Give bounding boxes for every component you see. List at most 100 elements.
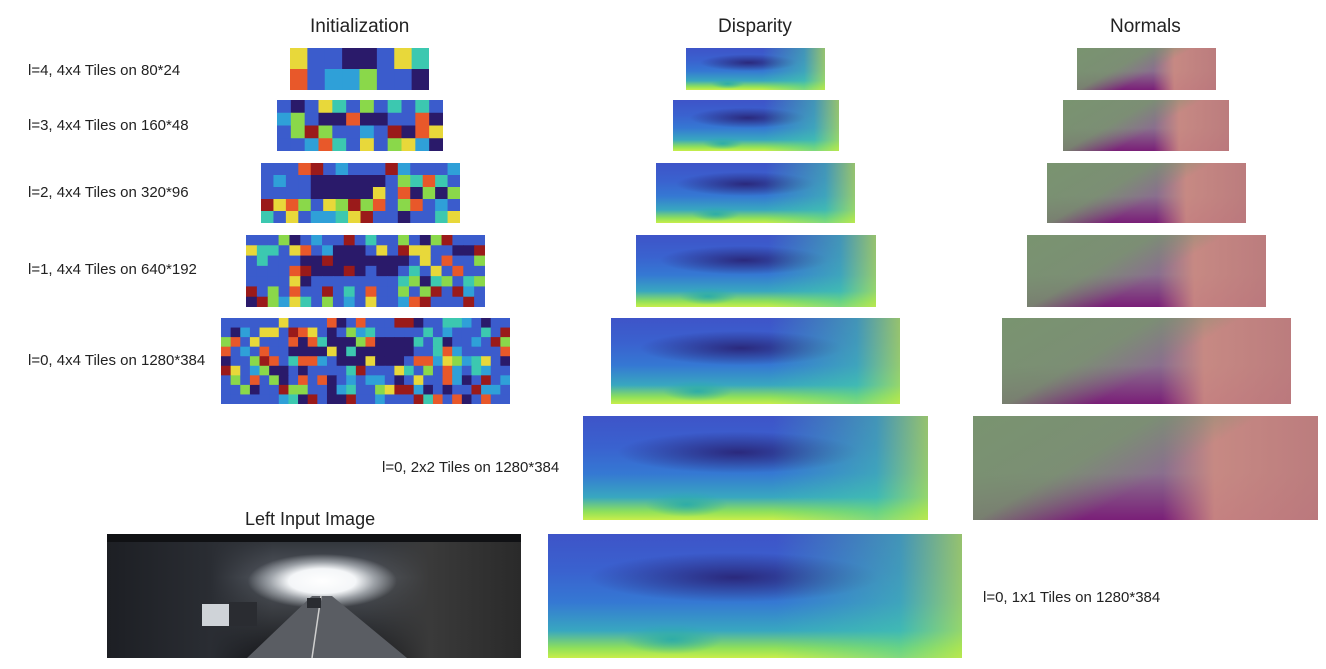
noise-cell: [365, 255, 377, 267]
noise-cell: [298, 375, 309, 386]
noise-cell: [221, 384, 232, 396]
noise-cell: [230, 327, 241, 338]
normals-2x2-tiles: [973, 416, 1318, 520]
noise-cell: [461, 356, 473, 367]
noise-cell: [278, 375, 290, 386]
noise-cell: [259, 394, 270, 404]
noise-cell: [323, 211, 337, 223]
noise-cell: [342, 69, 361, 90]
noise-cell: [289, 255, 301, 267]
noise-cell: [413, 365, 424, 376]
noise-cell: [398, 245, 410, 257]
disparity-level-3: [673, 100, 839, 151]
noise-cell: [300, 296, 312, 307]
noise-cell: [278, 318, 290, 329]
noise-cell: [259, 356, 270, 367]
noise-cell: [278, 296, 291, 307]
noise-cell: [373, 138, 389, 151]
noise-cell: [259, 327, 270, 338]
input-image-scene: [107, 534, 521, 658]
noise-cell: [277, 112, 292, 127]
noise-cell: [375, 337, 386, 348]
noise-cell: [429, 125, 443, 139]
noise-cell: [348, 211, 362, 223]
row-label-level-2: l=2, 4x4 Tiles on 320*96: [28, 184, 189, 201]
noise-cell: [332, 255, 345, 267]
noise-cell: [310, 163, 324, 176]
noise-cell: [463, 245, 475, 257]
noise-cell: [343, 235, 356, 246]
noise-cell: [423, 375, 434, 386]
noise-cell: [355, 356, 367, 367]
noise-cell: [240, 375, 251, 386]
noise-cell: [326, 375, 338, 386]
noise-cell: [461, 337, 473, 348]
noise-cell: [256, 255, 269, 267]
normals-level-1: [1027, 235, 1266, 307]
noise-cell: [354, 235, 367, 246]
noise-cell: [267, 255, 280, 267]
input-image-title: Left Input Image: [245, 509, 376, 529]
noise-cell: [442, 356, 453, 367]
noise-cell: [408, 296, 421, 307]
noise-cell: [397, 211, 411, 223]
noise-cell: [430, 255, 443, 267]
disparity-level-0: [611, 318, 900, 404]
noise-cell: [317, 384, 328, 396]
noise-cell: [385, 163, 399, 176]
noise-cell: [261, 211, 275, 223]
noise-cell: [419, 265, 432, 277]
noise-cell: [385, 199, 399, 212]
noise-cell: [432, 356, 444, 367]
noise-cell: [290, 112, 306, 127]
noise-cell: [413, 327, 424, 338]
noise-cell: [288, 356, 299, 367]
noise-cell: [221, 346, 232, 357]
noise-cell: [246, 235, 258, 246]
noise-cell: [490, 394, 501, 404]
noise-cell: [290, 138, 306, 151]
noise-cell: [423, 365, 434, 376]
noise-cell: [288, 318, 299, 329]
noise-cell: [401, 100, 416, 114]
noise-cell: [355, 318, 367, 329]
noise-cell: [311, 286, 323, 298]
noise-cell: [269, 365, 280, 376]
noise-cell: [408, 255, 421, 267]
noise-cell: [471, 318, 482, 329]
noise-cell: [372, 187, 386, 200]
noise-cell: [322, 276, 334, 288]
noise-cell: [435, 175, 449, 188]
noise-cell: [290, 69, 308, 90]
noise-cell: [481, 365, 492, 376]
noise-cells: [221, 318, 510, 404]
noise-cell: [398, 235, 410, 246]
noise-cell: [471, 327, 482, 338]
noise-cell: [249, 356, 261, 367]
noise-cell: [298, 365, 309, 376]
noise-cells: [261, 163, 460, 223]
noise-cell: [387, 138, 403, 151]
noise-cell: [285, 199, 299, 212]
noise-cell: [289, 265, 301, 277]
noise-cell: [288, 394, 299, 404]
noise-cell: [394, 69, 413, 90]
noise-cells: [246, 235, 485, 307]
noise-cell: [481, 394, 492, 404]
column-title-disparity: Disparity: [718, 16, 792, 37]
noise-cell: [246, 265, 258, 277]
noise-cell: [317, 327, 328, 338]
noise-cell: [256, 276, 269, 288]
noise-cell: [298, 327, 309, 338]
noise-cell: [365, 337, 376, 348]
noise-cell: [365, 286, 377, 298]
noise-cell: [408, 265, 421, 277]
noise-cell: [298, 356, 309, 367]
noise-cell: [394, 48, 413, 70]
noise-cell: [332, 235, 345, 246]
noise-cell: [442, 337, 453, 348]
noise-cell: [240, 394, 251, 404]
noise-cell: [311, 296, 323, 307]
noise-cell: [346, 125, 361, 139]
noise-cell: [332, 276, 345, 288]
